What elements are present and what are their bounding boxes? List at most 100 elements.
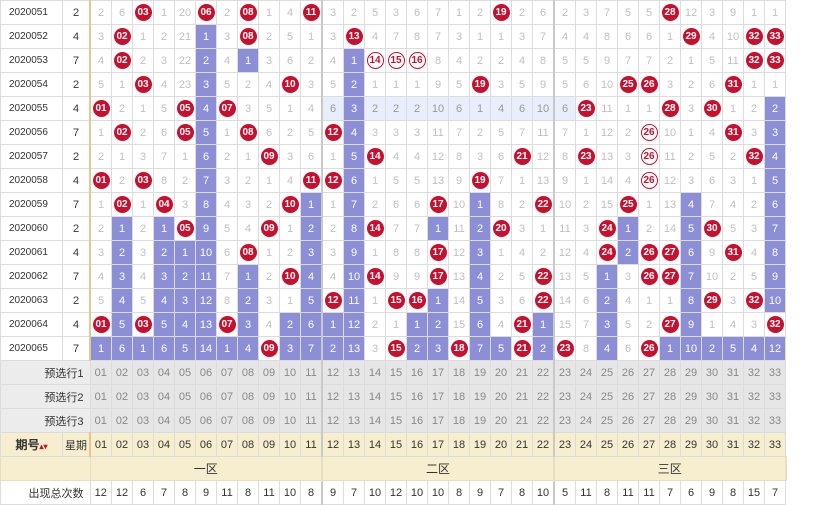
preselect-number[interactable]: 31 <box>722 384 744 409</box>
preselect-number[interactable]: 03 <box>132 360 154 385</box>
preselect-number[interactable]: 30 <box>701 360 723 385</box>
preselect-number[interactable]: 24 <box>575 384 597 409</box>
preselect-number[interactable]: 05 <box>174 384 196 409</box>
preselect-number[interactable]: 08 <box>237 408 259 433</box>
issue-sort-header[interactable]: 期号▴▾ <box>0 432 63 457</box>
preselect-number[interactable]: 13 <box>343 384 365 409</box>
preselect-number[interactable]: 27 <box>638 384 660 409</box>
preselect-number[interactable]: 06 <box>195 360 217 385</box>
preselect-number[interactable]: 14 <box>364 360 386 385</box>
preselect-number[interactable]: 08 <box>237 360 259 385</box>
preselect-number[interactable]: 07 <box>216 360 238 385</box>
preselect-number[interactable]: 15 <box>385 384 407 409</box>
preselect-number[interactable]: 19 <box>469 384 491 409</box>
preselect-number[interactable]: 02 <box>111 408 133 433</box>
preselect-number[interactable]: 27 <box>638 360 660 385</box>
preselect-number[interactable]: 30 <box>701 408 723 433</box>
preselect-number[interactable]: 32 <box>743 360 765 385</box>
preselect-number[interactable]: 18 <box>448 408 470 433</box>
preselect-number[interactable]: 29 <box>680 408 702 433</box>
preselect-number[interactable]: 21 <box>511 408 533 433</box>
preselect-number[interactable]: 21 <box>511 384 533 409</box>
preselect-number[interactable]: 19 <box>469 360 491 385</box>
preselect-number[interactable]: 29 <box>680 384 702 409</box>
preselect-number[interactable]: 09 <box>258 408 280 433</box>
preselect-number[interactable]: 26 <box>617 408 639 433</box>
preselect-number[interactable]: 22 <box>532 384 555 409</box>
preselect-number[interactable]: 25 <box>596 384 618 409</box>
preselect-number[interactable]: 11 <box>300 408 323 433</box>
preselect-number[interactable]: 12 <box>321 384 344 409</box>
preselect-number[interactable]: 28 <box>659 360 681 385</box>
preselect-number[interactable]: 04 <box>153 384 175 409</box>
preselect-number[interactable]: 17 <box>427 408 449 433</box>
preselect-number[interactable]: 04 <box>153 360 175 385</box>
preselect-number[interactable]: 02 <box>111 360 133 385</box>
preselect-number[interactable]: 21 <box>511 360 533 385</box>
preselect-number[interactable]: 14 <box>364 408 386 433</box>
preselect-number[interactable]: 01 <box>89 408 112 433</box>
preselect-number[interactable]: 04 <box>153 408 175 433</box>
preselect-number[interactable]: 10 <box>279 408 301 433</box>
preselect-number[interactable]: 15 <box>385 408 407 433</box>
preselect-number[interactable]: 15 <box>385 360 407 385</box>
preselect-number[interactable]: 33 <box>764 408 786 433</box>
preselect-number[interactable]: 12 <box>321 408 344 433</box>
preselect-number[interactable]: 17 <box>427 384 449 409</box>
preselect-number[interactable]: 10 <box>279 384 301 409</box>
preselect-number[interactable]: 06 <box>195 408 217 433</box>
preselect-number[interactable]: 33 <box>764 360 786 385</box>
preselect-number[interactable]: 24 <box>575 360 597 385</box>
preselect-number[interactable]: 31 <box>722 360 744 385</box>
preselect-number[interactable]: 03 <box>132 384 154 409</box>
preselect-number[interactable]: 11 <box>300 360 323 385</box>
preselect-number[interactable]: 20 <box>490 384 512 409</box>
sort-arrows-icon[interactable]: ▴▾ <box>39 442 48 451</box>
preselect-number[interactable]: 16 <box>406 408 428 433</box>
preselect-number[interactable]: 27 <box>638 408 660 433</box>
preselect-number[interactable]: 24 <box>575 408 597 433</box>
preselect-number[interactable]: 30 <box>701 384 723 409</box>
preselect-number[interactable]: 11 <box>300 384 323 409</box>
preselect-number[interactable]: 10 <box>279 360 301 385</box>
preselect-number[interactable]: 20 <box>490 408 512 433</box>
preselect-number[interactable]: 01 <box>89 360 112 385</box>
preselect-number[interactable]: 23 <box>553 408 576 433</box>
preselect-number[interactable]: 18 <box>448 360 470 385</box>
preselect-number[interactable]: 19 <box>469 408 491 433</box>
preselect-number[interactable]: 07 <box>216 408 238 433</box>
preselect-number[interactable]: 25 <box>596 360 618 385</box>
preselect-number[interactable]: 25 <box>596 408 618 433</box>
preselect-number[interactable]: 32 <box>743 384 765 409</box>
preselect-number[interactable]: 05 <box>174 408 196 433</box>
preselect-number[interactable]: 06 <box>195 384 217 409</box>
preselect-number[interactable]: 01 <box>89 384 112 409</box>
preselect-number[interactable]: 28 <box>659 384 681 409</box>
preselect-number[interactable]: 23 <box>553 360 576 385</box>
preselect-number[interactable]: 02 <box>111 384 133 409</box>
preselect-number[interactable]: 33 <box>764 384 786 409</box>
preselect-number[interactable]: 14 <box>364 384 386 409</box>
preselect-number[interactable]: 09 <box>258 360 280 385</box>
preselect-number[interactable]: 05 <box>174 360 196 385</box>
preselect-number[interactable]: 03 <box>132 408 154 433</box>
preselect-number[interactable]: 17 <box>427 360 449 385</box>
preselect-number[interactable]: 13 <box>343 408 365 433</box>
preselect-number[interactable]: 22 <box>532 360 555 385</box>
preselect-number[interactable]: 26 <box>617 384 639 409</box>
preselect-number[interactable]: 18 <box>448 384 470 409</box>
preselect-number[interactable]: 28 <box>659 408 681 433</box>
preselect-number[interactable]: 26 <box>617 360 639 385</box>
preselect-number[interactable]: 31 <box>722 408 744 433</box>
preselect-number[interactable]: 16 <box>406 360 428 385</box>
preselect-number[interactable]: 29 <box>680 360 702 385</box>
preselect-number[interactable]: 08 <box>237 384 259 409</box>
preselect-number[interactable]: 07 <box>216 384 238 409</box>
preselect-number[interactable]: 32 <box>743 408 765 433</box>
preselect-number[interactable]: 23 <box>553 384 576 409</box>
preselect-number[interactable]: 22 <box>532 408 555 433</box>
preselect-number[interactable]: 16 <box>406 384 428 409</box>
preselect-number[interactable]: 09 <box>258 384 280 409</box>
preselect-number[interactable]: 12 <box>321 360 344 385</box>
preselect-number[interactable]: 20 <box>490 360 512 385</box>
